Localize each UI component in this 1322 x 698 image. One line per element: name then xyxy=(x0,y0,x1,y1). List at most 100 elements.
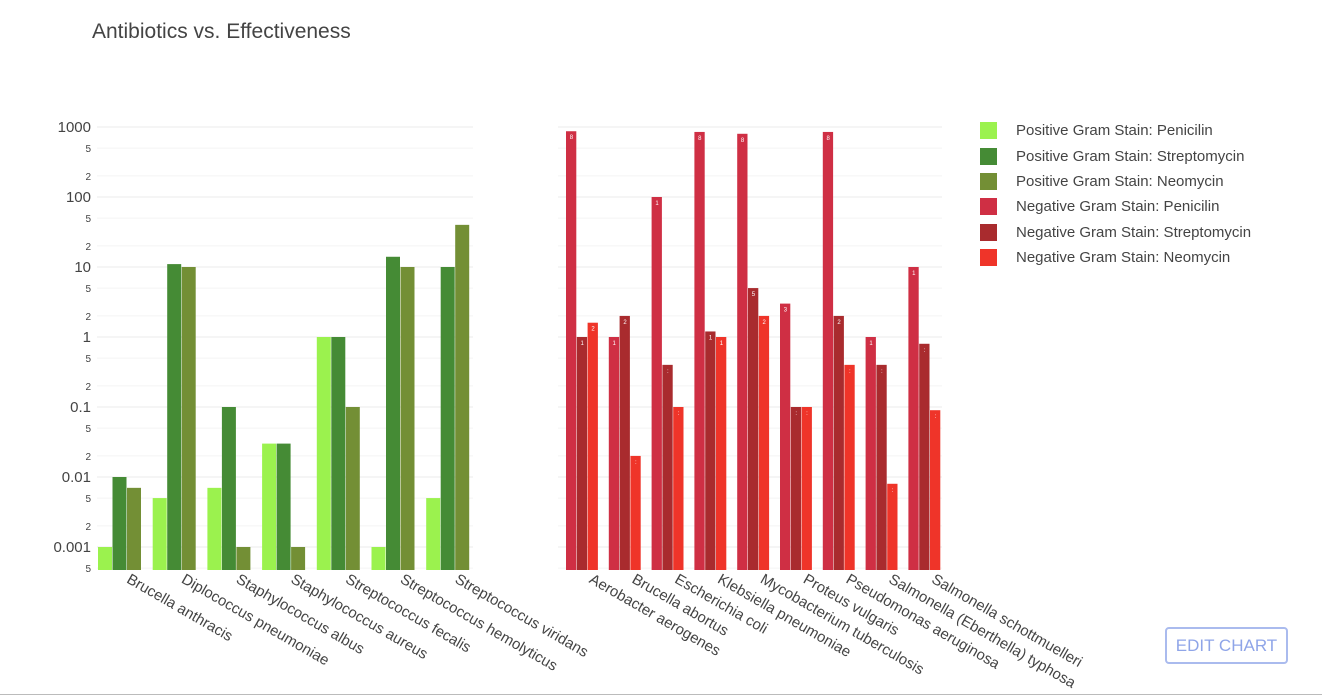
y-tick-minor-label: 5 xyxy=(85,354,91,365)
bar-data-label: 5 xyxy=(752,292,756,298)
legend-label: Positive Gram Stain: Streptomycin xyxy=(1016,147,1245,165)
edit-chart-button[interactable]: EDIT CHART xyxy=(1165,627,1288,664)
bar xyxy=(331,337,346,570)
y-tick-minor-label: 2 xyxy=(85,172,91,183)
bar-data-label: 8 xyxy=(741,138,745,144)
legend-swatch xyxy=(980,198,997,216)
bar xyxy=(608,337,620,570)
bar-data-label: : xyxy=(892,488,894,494)
bar xyxy=(737,133,748,571)
legend-swatch xyxy=(980,122,997,140)
bar-data-label: 8 xyxy=(570,135,574,141)
legend-item[interactable]: Positive Gram Stain: Streptomycin xyxy=(980,143,1251,168)
y-tick-minor-label: 2 xyxy=(85,382,91,393)
bar xyxy=(386,256,400,570)
legend-item[interactable]: Negative Gram Stain: Neomycin xyxy=(980,245,1251,270)
bar xyxy=(207,487,222,570)
legend-label: Negative Gram Stain: Neomycin xyxy=(1016,249,1231,267)
divider xyxy=(0,694,1322,695)
bar xyxy=(801,407,812,570)
bar xyxy=(587,322,598,570)
bar xyxy=(619,315,630,570)
y-tick-minor-label: 5 xyxy=(85,564,91,575)
bar xyxy=(662,364,673,570)
y-tick-minor-label: 2 xyxy=(85,522,91,533)
chart-title: Antibiotics vs. Effectiveness xyxy=(92,20,351,43)
y-tick-minor-label: 5 xyxy=(85,284,91,295)
bar xyxy=(127,487,141,570)
bar-data-label: 1 xyxy=(720,341,724,347)
y-tick-label: 1 xyxy=(83,329,91,346)
bar xyxy=(930,410,941,570)
bar xyxy=(98,547,112,570)
bar xyxy=(865,337,876,570)
legend-label: Negative Gram Stain: Penicilin xyxy=(1016,198,1220,216)
bar xyxy=(790,407,802,570)
bar xyxy=(758,315,770,570)
y-tick-label: 0.01 xyxy=(62,469,91,486)
bar-data-label: 2 xyxy=(763,320,767,326)
legend-swatch xyxy=(980,172,997,190)
bar-data-label: : xyxy=(881,369,883,375)
bar xyxy=(371,547,386,570)
bar xyxy=(236,547,251,570)
bar-data-label: : xyxy=(667,369,669,375)
bar xyxy=(833,315,844,570)
bar xyxy=(345,407,360,570)
legend-item[interactable]: Positive Gram Stain: Neomycin xyxy=(980,169,1251,194)
y-tick-minor-label: 5 xyxy=(85,494,91,505)
bar-data-label: 1 xyxy=(613,341,617,347)
bar xyxy=(440,267,455,570)
legend-label: Negative Gram Stain: Streptomycin xyxy=(1016,223,1252,241)
bar xyxy=(748,288,759,570)
bar xyxy=(455,224,470,570)
y-tick-label: 1000 xyxy=(58,119,91,136)
y-tick-minor-label: 2 xyxy=(85,242,91,253)
bar-data-label: 2 xyxy=(837,320,841,326)
bar xyxy=(566,131,577,571)
bar xyxy=(291,547,306,570)
y-tick-label: 0.1 xyxy=(70,399,91,416)
bar xyxy=(221,407,236,570)
legend-swatch xyxy=(980,223,997,241)
legend: Positive Gram Stain: Penicilin Positive … xyxy=(980,118,1251,270)
bar xyxy=(276,443,291,570)
bar xyxy=(694,131,705,570)
y-tick-label: 0.001 xyxy=(53,539,91,556)
bar xyxy=(316,337,331,570)
bar-data-label: 1 xyxy=(709,335,713,341)
legend-swatch xyxy=(980,249,997,267)
bar xyxy=(400,267,415,570)
bar xyxy=(651,197,662,570)
y-tick-minor-label: 5 xyxy=(85,144,91,155)
bar-data-label: : xyxy=(935,414,937,420)
bar xyxy=(780,303,791,570)
bar xyxy=(705,331,716,570)
y-tick-label: 100 xyxy=(66,189,91,206)
legend-item[interactable]: Negative Gram Stain: Penicilin xyxy=(980,194,1251,219)
bar-data-label: 1 xyxy=(655,201,659,207)
bar-data-label: 3 xyxy=(784,308,788,314)
bar-data-label: 1 xyxy=(581,341,585,347)
bar-data-label: 1 xyxy=(912,271,916,277)
legend-item[interactable]: Negative Gram Stain: Streptomycin xyxy=(980,220,1251,245)
y-tick-minor-label: 5 xyxy=(85,214,91,225)
bar-data-label: : xyxy=(678,411,680,417)
bar xyxy=(887,483,898,570)
bar-data-label: : xyxy=(635,460,637,466)
bar xyxy=(181,267,196,570)
bar-data-label: : xyxy=(806,411,808,417)
y-tick-minor-label: 2 xyxy=(85,312,91,323)
bar xyxy=(716,337,727,570)
legend-label: Positive Gram Stain: Neomycin xyxy=(1016,172,1224,190)
bar xyxy=(908,267,919,570)
bar xyxy=(630,455,641,570)
y-tick-minor-label: 2 xyxy=(85,452,91,463)
legend-swatch xyxy=(980,147,997,165)
bar-data-label: 8 xyxy=(698,136,702,142)
legend-item[interactable]: Positive Gram Stain: Penicilin xyxy=(980,118,1251,143)
bar-data-label: : xyxy=(795,411,797,417)
bar xyxy=(822,131,834,570)
bar xyxy=(919,343,930,570)
